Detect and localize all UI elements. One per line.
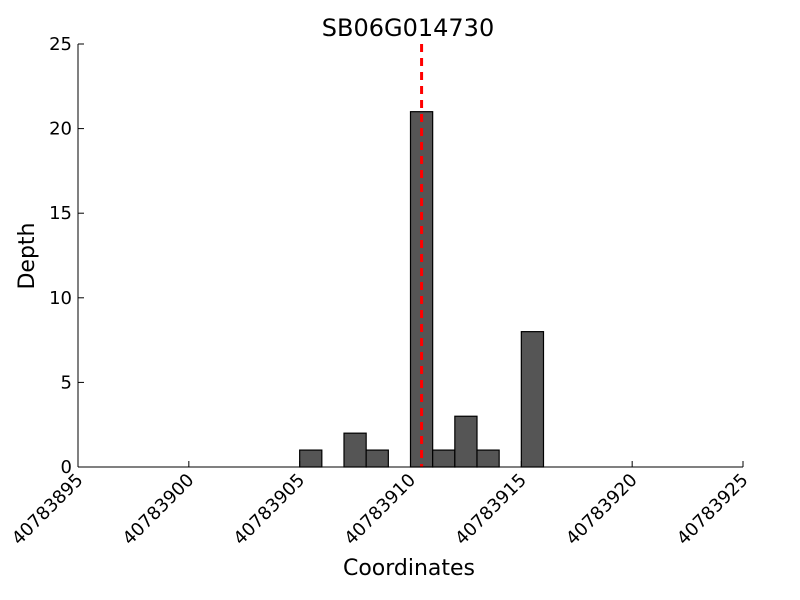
y-axis-label: Depth — [15, 222, 40, 289]
y-tick-label: 20 — [49, 119, 72, 140]
x-tick-label: 40783900 — [119, 470, 199, 550]
bar — [454, 415, 478, 468]
bar — [299, 449, 323, 468]
bar — [476, 449, 500, 468]
x-ticks: 40783895 40783900 40783905 40783910 40783915… — [8, 461, 753, 549]
x-tick-label: 40783925 — [673, 470, 753, 550]
x-tick-label: 40783895 — [8, 470, 88, 550]
bar — [365, 449, 389, 468]
x-tick-label: 40783920 — [562, 470, 642, 550]
bar — [432, 449, 456, 468]
bar — [520, 331, 545, 468]
x-tick-label: 40783905 — [230, 470, 310, 550]
y-tick-label: 10 — [49, 288, 72, 309]
y-tick-label: 0 — [61, 457, 72, 478]
bar — [343, 432, 367, 468]
bars-layer — [299, 111, 545, 468]
y-ticks: 0 5 10 15 20 25 — [49, 34, 84, 478]
y-tick-label: 25 — [49, 34, 72, 55]
y-tick-label: 15 — [49, 203, 72, 224]
chart-title: SB06G014730 — [322, 14, 494, 42]
y-tick-label: 5 — [61, 372, 72, 393]
x-tick-label: 40783915 — [451, 470, 531, 550]
x-axis-label: Coordinates — [343, 556, 475, 581]
x-tick-label: 40783910 — [340, 470, 420, 550]
